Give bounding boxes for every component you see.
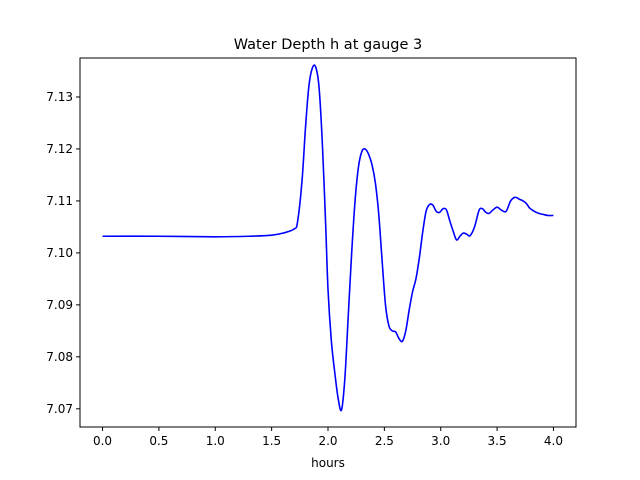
y-tick-label: 7.07 (46, 402, 73, 416)
x-axis-label: hours (311, 456, 345, 470)
y-tick-label: 7.10 (46, 246, 73, 260)
plot-background (80, 58, 576, 427)
x-tick-label: 2.0 (318, 434, 337, 448)
x-tick-label: 3.0 (431, 434, 450, 448)
y-tick-label: 7.08 (46, 350, 73, 364)
x-tick-label: 1.5 (262, 434, 281, 448)
x-tick-label: 4.0 (544, 434, 563, 448)
x-tick-label: 2.5 (375, 434, 394, 448)
x-tick-label: 0.0 (93, 434, 112, 448)
y-tick-label: 7.09 (46, 298, 73, 312)
x-tick-label: 0.5 (149, 434, 168, 448)
ticks-layer: 0.0 0.5 1.0 1.5 2.0 2.5 3.0 3.5 4.0 7.07 7.08 7.09 7… (46, 90, 563, 448)
y-tick-label: 7.12 (46, 142, 73, 156)
series-line (102, 64, 554, 412)
x-tick-label: 1.0 (206, 434, 225, 448)
series-layer (102, 64, 554, 412)
x-tick-label: 3.5 (488, 434, 507, 448)
y-tick-label: 7.13 (46, 90, 73, 104)
plot-frame (79, 57, 577, 428)
y-tick-label: 7.11 (46, 194, 73, 208)
chart-title: Water Depth h at gauge 3 (234, 37, 422, 53)
